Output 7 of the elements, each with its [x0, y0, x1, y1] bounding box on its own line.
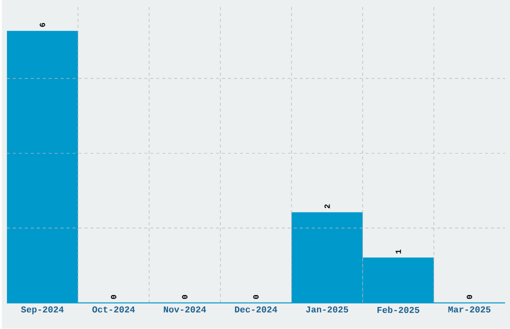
x-tick-label: Jan-2025	[306, 306, 348, 313]
x-tick-label: Nov-2024	[164, 306, 206, 313]
x-tick-label: Sep-2024	[21, 306, 64, 314]
x-tick-label: Oct-2024	[92, 306, 135, 313]
x-tick-label: Feb-2025	[377, 306, 420, 314]
x-tick-label: Mar-2025	[448, 306, 490, 313]
x-tick-label: Dec-2024	[235, 306, 278, 313]
